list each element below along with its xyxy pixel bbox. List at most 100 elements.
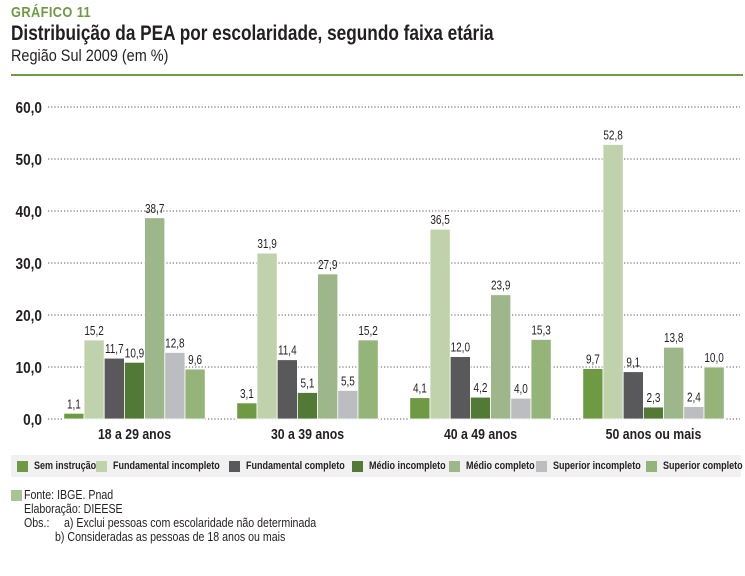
- bar: [103, 357, 125, 420]
- bar: [83, 339, 105, 420]
- x-tick-label: 18 a 29 anos: [98, 426, 171, 442]
- y-tick-label: 20,0: [16, 308, 42, 325]
- legend-swatch-icon: [95, 460, 107, 472]
- value-label: 15,3: [531, 325, 550, 338]
- legend-item: Fundamental completo: [229, 460, 352, 472]
- x-axis-ticks: 18 a 29 anos 30 a 39 anos 40 a 49 anos 50 a…: [98, 426, 702, 442]
- bar: [296, 392, 318, 420]
- value-label: 2,3: [647, 392, 661, 405]
- bar: [236, 402, 258, 420]
- bar: [643, 406, 665, 420]
- bar: [663, 346, 685, 420]
- value-label: 13,8: [664, 332, 683, 345]
- legend-item: Médio completo: [448, 460, 536, 472]
- value-label: 4,1: [413, 383, 427, 396]
- bar: [256, 252, 278, 420]
- y-axis-ticks: 0,0 10,0 20,0 30,0 40,0 50,0 60,0: [16, 100, 42, 429]
- bar: [510, 397, 532, 420]
- x-tick-label: 50 anos ou mais: [606, 426, 702, 442]
- value-label: 27,9: [318, 259, 337, 272]
- legend-swatch-icon: [448, 460, 460, 472]
- bar: [317, 273, 339, 420]
- bar: [63, 412, 85, 420]
- legend-label: Fundamental completo: [246, 460, 345, 472]
- x-tick-label: 40 a 49 anos: [444, 426, 517, 442]
- value-label: 4,0: [514, 383, 528, 396]
- bar: [703, 366, 725, 420]
- source-note: Fonte: IBGE. Pnad: [11, 488, 361, 502]
- bar: [530, 339, 552, 420]
- legend-label: Superior completo: [662, 460, 743, 472]
- value-label: 4,2: [474, 382, 488, 395]
- value-label: 10,0: [704, 352, 723, 365]
- bar: [357, 339, 379, 420]
- legend-swatch-icon: [535, 460, 547, 472]
- legend-label: Médio completo: [465, 460, 535, 472]
- value-label: 36,5: [430, 214, 449, 227]
- value-label: 15,2: [358, 325, 377, 338]
- legend-label: Médio incompleto: [369, 460, 447, 472]
- legend-item: Médio incompleto: [352, 460, 449, 472]
- value-label: 31,9: [257, 238, 276, 251]
- value-label: 3,1: [240, 388, 254, 401]
- value-label: 38,7: [145, 203, 164, 216]
- bar: [683, 406, 705, 420]
- value-label: 5,1: [301, 378, 315, 391]
- value-label: 5,5: [341, 375, 355, 388]
- bar: [490, 294, 512, 420]
- y-tick-label: 30,0: [16, 256, 42, 273]
- legend-item: Superior incompleto: [535, 460, 646, 472]
- legend-label: Fundamental incompleto: [112, 460, 220, 472]
- legend-item: Sem instrução: [17, 460, 96, 472]
- value-label: 10,9: [125, 347, 144, 360]
- value-label: 1,1: [67, 398, 81, 411]
- chart-title: Distribuição da PEA por escolaridade, se…: [11, 22, 494, 45]
- bar: [602, 144, 624, 420]
- bar: [337, 389, 359, 420]
- legend-item: Fundamental incompleto: [95, 460, 229, 472]
- bar: [622, 371, 644, 420]
- y-tick-label: 10,0: [16, 360, 42, 377]
- value-label: 12,8: [165, 338, 184, 351]
- legend-item: Superior completo: [645, 460, 745, 472]
- elaboration-note: Elaboração: DIEESE: [11, 502, 361, 516]
- value-label: 9,1: [626, 357, 640, 370]
- value-label: 15,2: [84, 325, 103, 338]
- legend-swatch-icon: [645, 460, 657, 472]
- bar: [144, 217, 166, 420]
- bar: [409, 397, 431, 420]
- value-label: 11,7: [105, 343, 124, 356]
- bar: [429, 228, 451, 420]
- source-text: Fonte: IBGE. Pnad: [24, 488, 114, 502]
- bar: [582, 368, 604, 420]
- bars: [63, 144, 725, 420]
- legend-swatch-icon: [352, 460, 364, 472]
- legend: Sem instrução Fundamental incompleto Funda…: [11, 455, 742, 477]
- obs-b-text: b) Consideradas as pessoas de 18 anos ou…: [55, 530, 286, 544]
- obs-a-text: a) Exclui pessoas com escolaridade não d…: [64, 516, 317, 530]
- bar: [469, 396, 491, 420]
- y-tick-label: 0,0: [23, 412, 42, 429]
- value-label: 11,4: [278, 345, 297, 358]
- value-label: 2,4: [687, 392, 701, 405]
- elaboration-text: Elaboração: DIEESE: [24, 502, 123, 516]
- value-label: 12,0: [451, 342, 470, 355]
- y-tick-label: 60,0: [16, 100, 42, 117]
- bar: [164, 352, 186, 420]
- bar: [449, 356, 471, 420]
- legend-swatch-icon: [229, 460, 240, 472]
- value-label: 9,7: [586, 354, 600, 367]
- y-tick-label: 40,0: [16, 204, 42, 221]
- bar: [124, 361, 146, 420]
- chart-subtitle: Região Sul 2009 (em %): [11, 46, 169, 65]
- value-labels: 1,115,211,7 10,938,712,89,63,131,911,45,1…: [67, 130, 724, 412]
- chart-notes: Fonte: IBGE. Pnad Elaboração: DIEESE Obs…: [11, 488, 361, 544]
- chart-number-label: GRÁFICO 11: [11, 4, 92, 21]
- obs-note-a: Obs.: a) Exclui pessoas com escolaridade…: [11, 516, 361, 530]
- legend-label: Superior incompleto: [552, 460, 641, 472]
- bar-chart: 0,010,020,030,040,050,060,0 1,115,211,7 1…: [16, 100, 740, 442]
- header-divider: [11, 74, 743, 76]
- value-label: 52,8: [603, 130, 622, 143]
- bar: [276, 359, 298, 420]
- legend-label: Sem instrução: [34, 460, 97, 472]
